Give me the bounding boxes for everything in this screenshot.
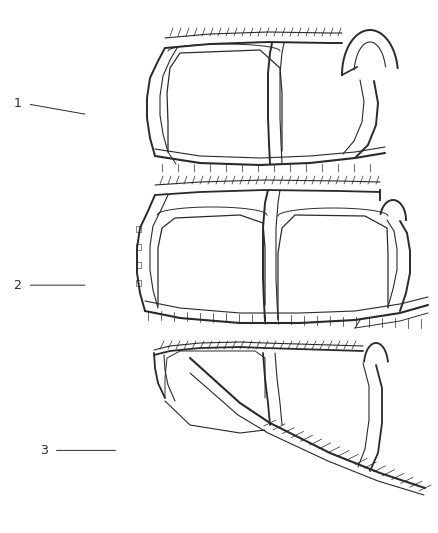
Bar (136, 280, 141, 286)
Bar (136, 262, 141, 268)
Text: 2: 2 (14, 279, 21, 292)
Text: 3: 3 (40, 444, 48, 457)
Text: 1: 1 (14, 98, 21, 110)
Bar (136, 244, 141, 250)
Bar (136, 226, 141, 232)
